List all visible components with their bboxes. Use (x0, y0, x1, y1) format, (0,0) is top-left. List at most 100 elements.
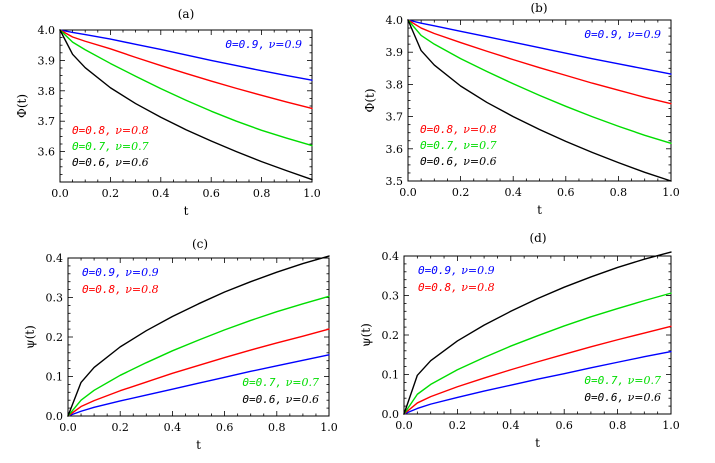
legend-theta-text: Θ=0.7, (242, 376, 282, 389)
y-axis-label: Φ(t) (15, 94, 29, 118)
legend-theta-text: Θ=0.9, (418, 264, 458, 277)
legend-nu-text: ν=0.9 (125, 266, 158, 279)
legend-entry: Θ=0.7, ν=0.7 (242, 376, 319, 389)
y-tick-label: 0.1 (382, 369, 400, 382)
series-line (67, 255, 330, 417)
legend-entry: Θ=0.8, ν=0.8 (72, 124, 149, 137)
y-axis-label: ψ(t) (23, 325, 37, 349)
legend-entry: Θ=0.8, ν=0.8 (82, 283, 159, 296)
legend-entry: Θ=0.6, ν=0.6 (72, 156, 149, 169)
y-tick-label: 0.0 (382, 408, 400, 421)
legend-entry: Θ=0.9, ν=0.9 (225, 38, 302, 51)
x-tick-label: 0.4 (164, 421, 182, 434)
y-tick-label: 3.8 (38, 85, 56, 98)
y-tick-label: 3.7 (386, 111, 404, 124)
y-tick-label: 3.9 (386, 46, 404, 59)
legend-nu-text: ν=0.6 (628, 391, 661, 404)
y-tick-label: 3.6 (386, 143, 404, 156)
series-line (403, 325, 672, 415)
x-tick-label: 0.6 (202, 187, 220, 200)
x-tick-label: 0.2 (452, 186, 470, 199)
x-tick-label: 0.4 (502, 419, 520, 432)
y-tick-label: 0.2 (382, 329, 400, 342)
series-line (407, 19, 672, 75)
x-tick-label: 0.0 (59, 421, 77, 434)
y-tick-label: 0.0 (46, 410, 64, 423)
legend-theta-text: Θ=0.6, (242, 393, 282, 406)
series-line (59, 29, 313, 81)
legend-theta-text: Θ=0.8, (420, 123, 460, 136)
x-tick-label: 1.0 (662, 419, 680, 432)
x-tick-label: 0.0 (395, 419, 413, 432)
y-tick-label: 4.0 (38, 24, 56, 37)
legend-theta-text: Θ=0.6, (420, 155, 460, 168)
legend-theta-text: Θ=0.6, (584, 391, 624, 404)
y-tick-label: 3.9 (38, 54, 56, 67)
x-tick-label: 0.8 (268, 421, 286, 434)
legend-theta-text: Θ=0.6, (72, 156, 112, 169)
legend-theta-text: Θ=0.8, (418, 281, 458, 294)
y-tick-label: 0.3 (46, 292, 64, 305)
legend-entry: Θ=0.7, ν=0.7 (72, 140, 149, 153)
legend-entry: Θ=0.7, ν=0.7 (420, 139, 497, 152)
legend-entry: Θ=0.6, ν=0.6 (420, 155, 497, 168)
legend-nu-text: ν=0.8 (115, 124, 148, 137)
series-line (403, 292, 672, 415)
legend-nu-text: ν=0.6 (115, 156, 148, 169)
legend-nu-text: ν=0.8 (463, 123, 496, 136)
x-tick-label: 0.8 (253, 187, 271, 200)
x-axis-label: t (196, 438, 201, 452)
legend-nu-text: ν=0.9 (269, 38, 302, 51)
x-tick-label: 0.2 (102, 187, 120, 200)
x-tick-label: 0.8 (610, 186, 628, 199)
legend-entry: Θ=0.8, ν=0.8 (418, 281, 495, 294)
legend-theta-text: Θ=0.8, (72, 124, 112, 137)
series-line (67, 295, 330, 417)
x-tick-label: 0.2 (111, 421, 129, 434)
legend-entry: Θ=0.9, ν=0.9 (584, 28, 661, 41)
legend-nu-text: ν=0.9 (461, 264, 494, 277)
x-tick-label: 0.4 (152, 187, 170, 200)
legend-theta-text: Θ=0.9, (225, 38, 265, 51)
legend-entry: Θ=0.6, ν=0.6 (242, 393, 319, 406)
x-tick-label: 0.6 (216, 421, 234, 434)
y-tick-label: 0.4 (46, 252, 64, 265)
legend-theta-text: Θ=0.7, (420, 139, 460, 152)
y-tick-label: 0.2 (46, 331, 64, 344)
panel-title: (b) (530, 1, 547, 15)
x-tick-label: 0.6 (555, 419, 573, 432)
panel-title: (a) (178, 7, 195, 21)
series-line (59, 29, 313, 147)
x-tick-label: 1.0 (320, 421, 338, 434)
y-tick-label: 0.4 (382, 250, 400, 263)
series-line (59, 29, 313, 110)
legend-entry: Θ=0.8, ν=0.8 (420, 123, 497, 136)
series-line (407, 19, 672, 145)
y-tick-label: 3.6 (38, 146, 56, 159)
chart-panel-1: (a) 0.0 0.2 0.4 0.6 0.8 1.0 3.6 3.7 3.8 3.9 4.0 t Φ(t… (15, 7, 321, 218)
legend-theta-text: Θ=0.8, (82, 283, 122, 296)
legend-nu-text: ν=0.7 (286, 376, 319, 389)
x-axis-label: t (535, 436, 540, 450)
x-axis-label: t (184, 204, 189, 218)
y-axis-label: Φ(t) (363, 88, 377, 112)
legend-theta-text: Θ=0.7, (72, 140, 112, 153)
legend-nu-text: ν=0.8 (461, 281, 494, 294)
x-tick-label: 0.8 (609, 419, 627, 432)
chart-panel-2: (b) 0.0 0.2 0.4 0.6 0.8 1.0 3.5 3.6 3.7 3.8 3.9 4.0 t… (363, 1, 680, 217)
series-line (407, 19, 672, 105)
y-tick-label: 3.8 (386, 78, 404, 91)
x-tick-label: 0.2 (449, 419, 467, 432)
series-line (59, 29, 313, 181)
chart-panel-4: (d) 0.0 0.2 0.4 0.6 0.8 1.0 0.0 0.1 0.2 0.3 0.4 t ψ(t… (359, 231, 680, 450)
legend-nu-text: ν=0.8 (125, 283, 158, 296)
legend-nu-text: ν=0.6 (286, 393, 319, 406)
legend-nu-text: ν=0.9 (628, 28, 661, 41)
y-tick-label: 3.7 (38, 115, 56, 128)
y-tick-label: 4.0 (386, 14, 404, 27)
y-axis-label: ψ(t) (359, 323, 373, 347)
series-line (407, 19, 672, 182)
legend-nu-text: ν=0.7 (463, 139, 496, 152)
legend-theta-text: Θ=0.9, (82, 266, 122, 279)
